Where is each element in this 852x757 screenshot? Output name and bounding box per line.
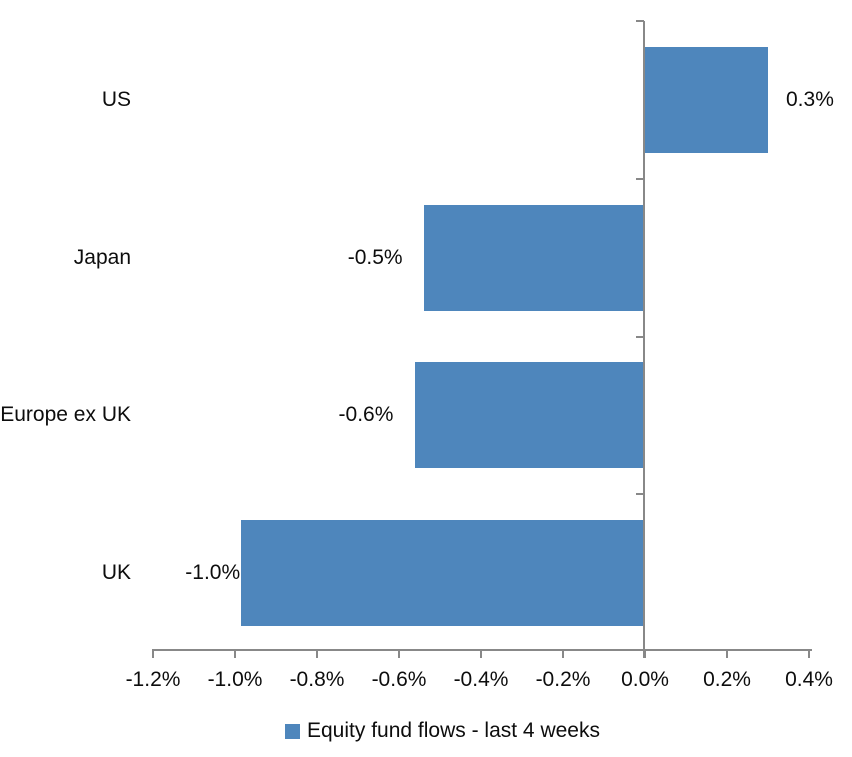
x-tick-label: 0.0% — [621, 668, 669, 691]
x-tick-label: 0.4% — [785, 668, 833, 691]
x-axis-line — [152, 649, 812, 651]
x-tick-mark — [234, 651, 236, 658]
data-label-japan: -0.5% — [347, 245, 403, 269]
x-tick-mark — [316, 651, 318, 658]
data-label-uk: -1.0% — [185, 561, 241, 585]
x-tick-mark — [808, 651, 810, 658]
legend-swatch-icon — [285, 723, 300, 739]
legend: Equity fund flows - last 4 weeks — [285, 720, 600, 742]
y-axis-boundary-tick — [636, 177, 644, 180]
x-tick-label: -1.2% — [125, 668, 181, 691]
data-label-us: 0.3% — [786, 87, 834, 111]
x-tick-label: -0.4% — [453, 668, 509, 691]
x-tick-label: 0.2% — [703, 668, 751, 691]
x-tick-mark — [398, 651, 400, 658]
x-tick-mark — [644, 651, 646, 658]
legend-label: Equity fund flows - last 4 weeks — [307, 719, 600, 742]
x-tick-label: -0.6% — [371, 668, 427, 691]
x-tick-mark — [726, 651, 728, 658]
x-tick-mark — [562, 651, 564, 658]
bar-europe-ex-uk — [415, 362, 645, 469]
x-tick-label: -1.0% — [207, 668, 263, 691]
category-label-europe-ex-uk: Europe ex UK — [0, 403, 131, 427]
bar-uk — [241, 520, 645, 627]
data-label-europe-ex-uk: -0.6% — [338, 403, 394, 427]
x-tick-mark — [480, 651, 482, 658]
category-label-us: US — [101, 87, 131, 111]
x-tick-label: -0.8% — [289, 668, 345, 691]
y-axis-zero-line — [643, 21, 645, 658]
y-axis-boundary-tick — [636, 20, 644, 22]
y-axis-boundary-tick — [636, 493, 644, 496]
y-axis-boundary-tick — [636, 335, 644, 338]
x-tick-label: -0.2% — [535, 668, 591, 691]
bar-us — [645, 46, 768, 153]
bar-japan — [423, 204, 645, 311]
category-label-uk: UK — [101, 561, 131, 585]
category-label-japan: Japan — [73, 245, 131, 269]
x-tick-mark — [152, 651, 154, 658]
